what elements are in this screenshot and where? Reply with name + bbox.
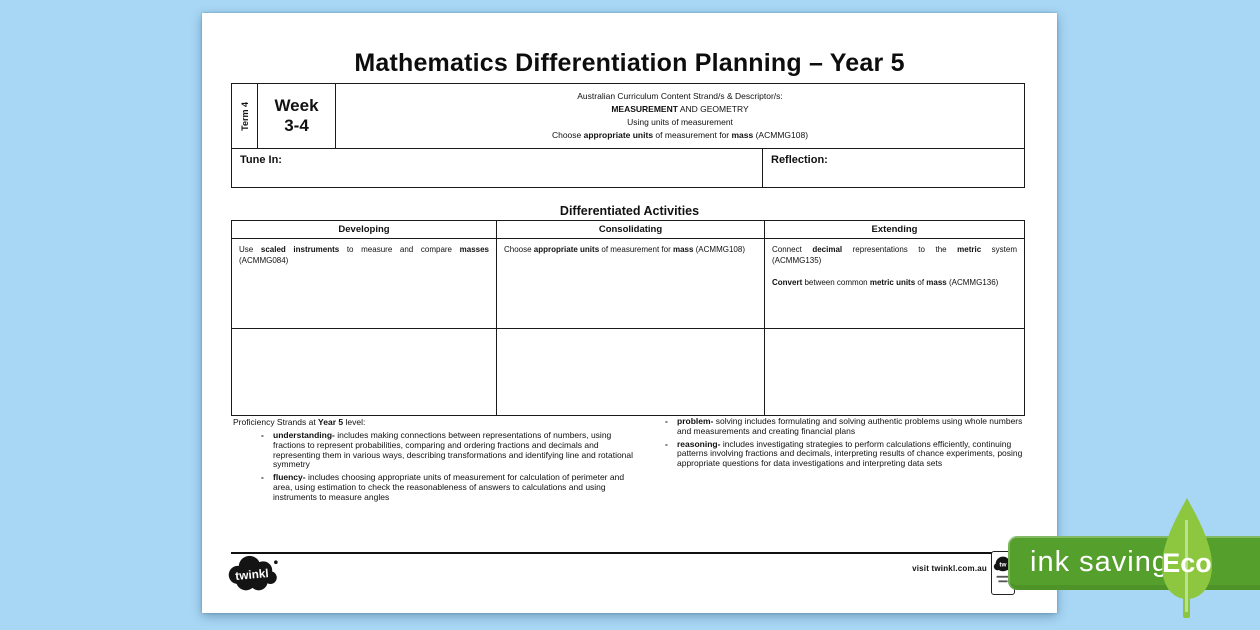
ink-saving-label: ink saving	[1030, 546, 1169, 578]
reflection-cell: Reflection:	[762, 147, 1025, 188]
activities-table: Developing Consolidating Extending Use s…	[231, 220, 1025, 416]
svg-text:tw: tw	[999, 562, 1006, 569]
bullet-marker: -	[665, 416, 668, 426]
list-item: - understanding- includes making connect…	[261, 430, 637, 470]
curriculum-substrand: Using units of measurement	[627, 117, 733, 127]
bullet-marker: -	[261, 472, 264, 483]
extending-activity-text-1: Connect decimal representations to the m…	[772, 245, 1018, 265]
column-header-consolidating: Consolidating	[496, 220, 765, 239]
bullet-marker: -	[665, 438, 668, 449]
proficiency-understanding: understanding- includes making connectio…	[273, 430, 634, 470]
proficiency-fluency: fluency- includes choosing appropriate u…	[273, 472, 625, 502]
proficiency-left-column: Proficiency Strands at Year 5 level: - u…	[233, 417, 637, 506]
consolidating-activity-cell: Choose appropriate units of measurement …	[496, 238, 765, 329]
activities-empty-row	[231, 328, 1025, 416]
extending-activity-text-2: Convert between common metric units of m…	[772, 278, 999, 287]
eco-label: Eco	[1162, 548, 1212, 578]
developing-activity-text: Use scaled instruments to measure and co…	[239, 245, 489, 265]
twinkl-logo-icon: twinkl	[228, 555, 278, 591]
developing-activity-cell: Use scaled instruments to measure and co…	[231, 238, 497, 329]
list-item: - fluency- includes choosing appropriate…	[261, 472, 637, 502]
proficiency-right-column: - problem- solving includes formulating …	[657, 416, 1027, 472]
bullet-marker: -	[261, 430, 264, 440]
footer-divider	[231, 552, 1025, 554]
eco-leaf-icon	[1162, 498, 1212, 618]
proficiency-intro: Proficiency Strands at Year 5 level:	[233, 417, 366, 427]
week-label-line1: Week	[274, 96, 319, 115]
page-title: Mathematics Differentiation Planning – Y…	[354, 49, 905, 77]
week-label-line2: 3-4	[284, 116, 309, 135]
header-table: Term 4 Week 3-4 Australian Curriculum Co…	[231, 83, 1025, 149]
ink-saving-banner: ink saving	[1008, 536, 1260, 590]
proficiency-list-left: - understanding- includes making connect…	[261, 430, 637, 503]
week-cell: Week 3-4	[257, 83, 336, 149]
proficiency-reasoning: reasoning- includes investigating strate…	[677, 438, 1023, 469]
visit-url-text: visit twinkl.com.au	[912, 564, 987, 573]
list-item: - reasoning- includes investigating stra…	[665, 438, 1027, 469]
activities-content-row: Use scaled instruments to measure and co…	[231, 238, 1025, 329]
tune-in-cell: Tune In:	[231, 147, 763, 188]
curriculum-strand-heading: Australian Curriculum Content Strand/s &…	[577, 91, 783, 101]
document-page: Mathematics Differentiation Planning – Y…	[202, 13, 1057, 613]
term-cell: Term 4	[231, 83, 258, 149]
differentiated-activities-title: Differentiated Activities	[559, 204, 700, 218]
list-item: - problem- solving includes formulating …	[665, 416, 1027, 437]
column-header-developing: Developing	[231, 220, 497, 239]
curriculum-descriptor: Choose appropriate units of measurement …	[551, 130, 809, 140]
consolidating-activity-text: Choose appropriate units of measurement …	[504, 245, 745, 254]
tune-in-label: Tune In:	[240, 153, 282, 166]
activities-header-row: Developing Consolidating Extending	[231, 220, 1025, 239]
term-label: Term 4	[239, 101, 250, 131]
svg-text:twinkl: twinkl	[235, 567, 269, 583]
column-header-extending: Extending	[764, 220, 1025, 239]
extending-activity-cell: Connect decimal representations to the m…	[764, 238, 1025, 329]
tune-reflection-row: Tune In: Reflection:	[231, 147, 1025, 188]
consolidating-empty-cell	[496, 328, 765, 416]
proficiency-problem-solving: problem- solving includes formulating an…	[677, 416, 1023, 436]
curriculum-strand-name: MEASUREMENT AND GEOMETRY	[611, 104, 749, 114]
tune-reflection-table: Tune In: Reflection:	[231, 147, 1025, 188]
extending-empty-cell	[764, 328, 1025, 416]
developing-empty-cell	[231, 328, 497, 416]
reflection-label: Reflection:	[771, 153, 828, 166]
curriculum-cell: Australian Curriculum Content Strand/s &…	[335, 83, 1025, 149]
header-row: Term 4 Week 3-4 Australian Curriculum Co…	[231, 83, 1025, 149]
proficiency-list-right: - problem- solving includes formulating …	[665, 416, 1027, 469]
